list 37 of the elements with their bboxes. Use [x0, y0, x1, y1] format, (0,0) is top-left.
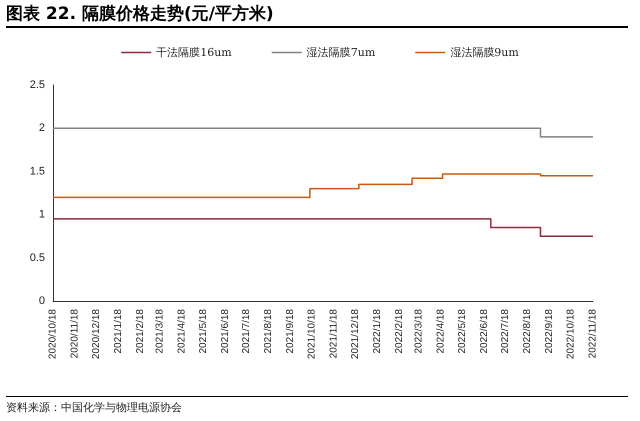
y-tick-label: 0: [38, 295, 45, 307]
x-tick-label: 2022/5/18: [456, 308, 468, 354]
x-tick-label: 2022/8/18: [522, 308, 534, 354]
x-tick-label: 2022/3/18: [414, 308, 425, 354]
legend-label: 湿法隔膜9um: [450, 46, 520, 59]
x-tick-label: 2022/10/18: [566, 308, 577, 360]
x-tick-label: 2021/7/18: [241, 308, 252, 354]
x-tick-label: 2021/3/18: [154, 308, 166, 354]
y-tick-label: 2.5: [30, 79, 45, 91]
x-tick-label: 2021/11/18: [328, 308, 340, 358]
chart-title: 图表 22. 隔膜价格走势(元/平方米): [6, 2, 628, 28]
x-tick-label: 2021/5/18: [198, 308, 209, 354]
x-tick-label: 2021/4/18: [176, 308, 188, 354]
x-tick-label: 2022/2/18: [394, 308, 405, 354]
x-tick-label: 2021/10/18: [306, 308, 318, 360]
y-tick-label: 1: [38, 208, 45, 221]
x-tick-label: 2022/9/18: [544, 308, 556, 354]
x-tick-label: 2020/12/18: [90, 308, 102, 360]
x-tick-label: 2021/9/18: [285, 308, 296, 354]
x-tick-label: 2021/8/18: [263, 308, 274, 354]
x-tick-label: 2022/6/18: [478, 308, 490, 354]
x-tick-label: 2022/1/18: [372, 308, 383, 354]
x-tick-label: 2021/2/18: [134, 308, 146, 354]
x-tick-label: 2020/11/18: [69, 308, 80, 358]
x-tick-label: 2022/7/18: [500, 308, 512, 354]
y-tick-label: 2: [38, 122, 45, 134]
y-tick-label: 0.5: [30, 252, 45, 264]
x-tick-label: 2020/10/18: [48, 308, 58, 360]
legend-label: 湿法隔膜7um: [306, 46, 376, 59]
legend-label: 干法隔膜16um: [156, 46, 232, 59]
text: 资料来源：中国化学与物理电源协会: [6, 396, 628, 419]
x-tick-label: 2021/1/18: [112, 308, 124, 354]
x-tick-label: 2021/12/18: [350, 308, 361, 360]
x-tick-label: 2022/11/18: [588, 308, 598, 358]
x-tick-label: 2021/6/18: [220, 308, 231, 354]
y-tick-label: 1.5: [30, 165, 45, 178]
x-tick-label: 2022/4/18: [436, 308, 447, 354]
